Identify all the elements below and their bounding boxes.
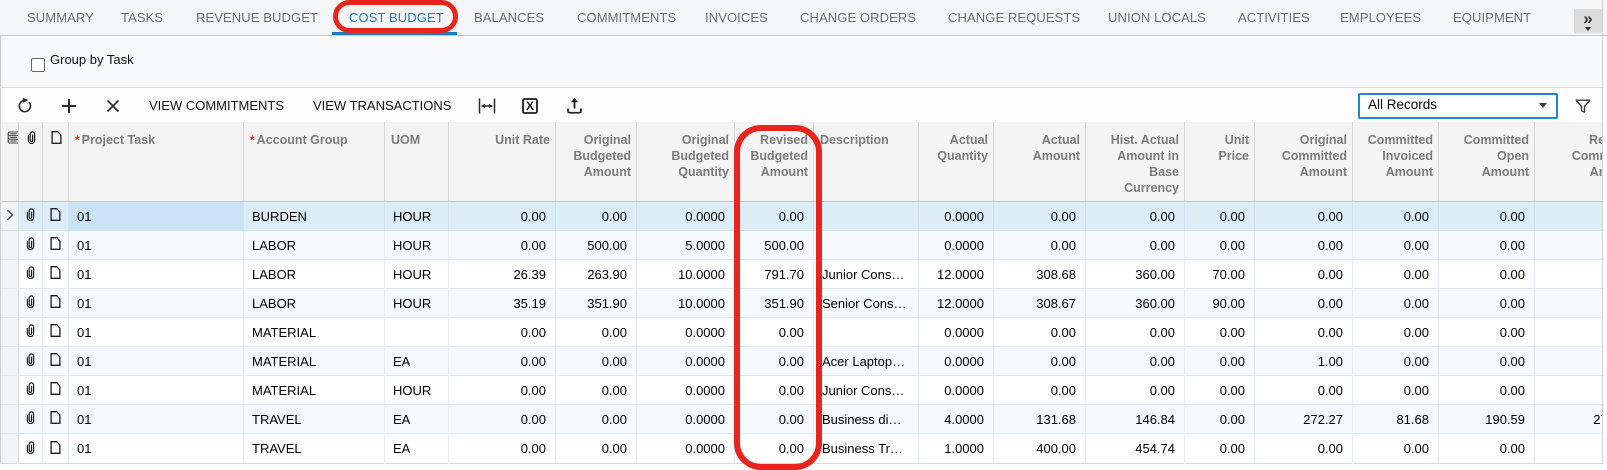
svg-text:X: X bbox=[526, 99, 534, 113]
